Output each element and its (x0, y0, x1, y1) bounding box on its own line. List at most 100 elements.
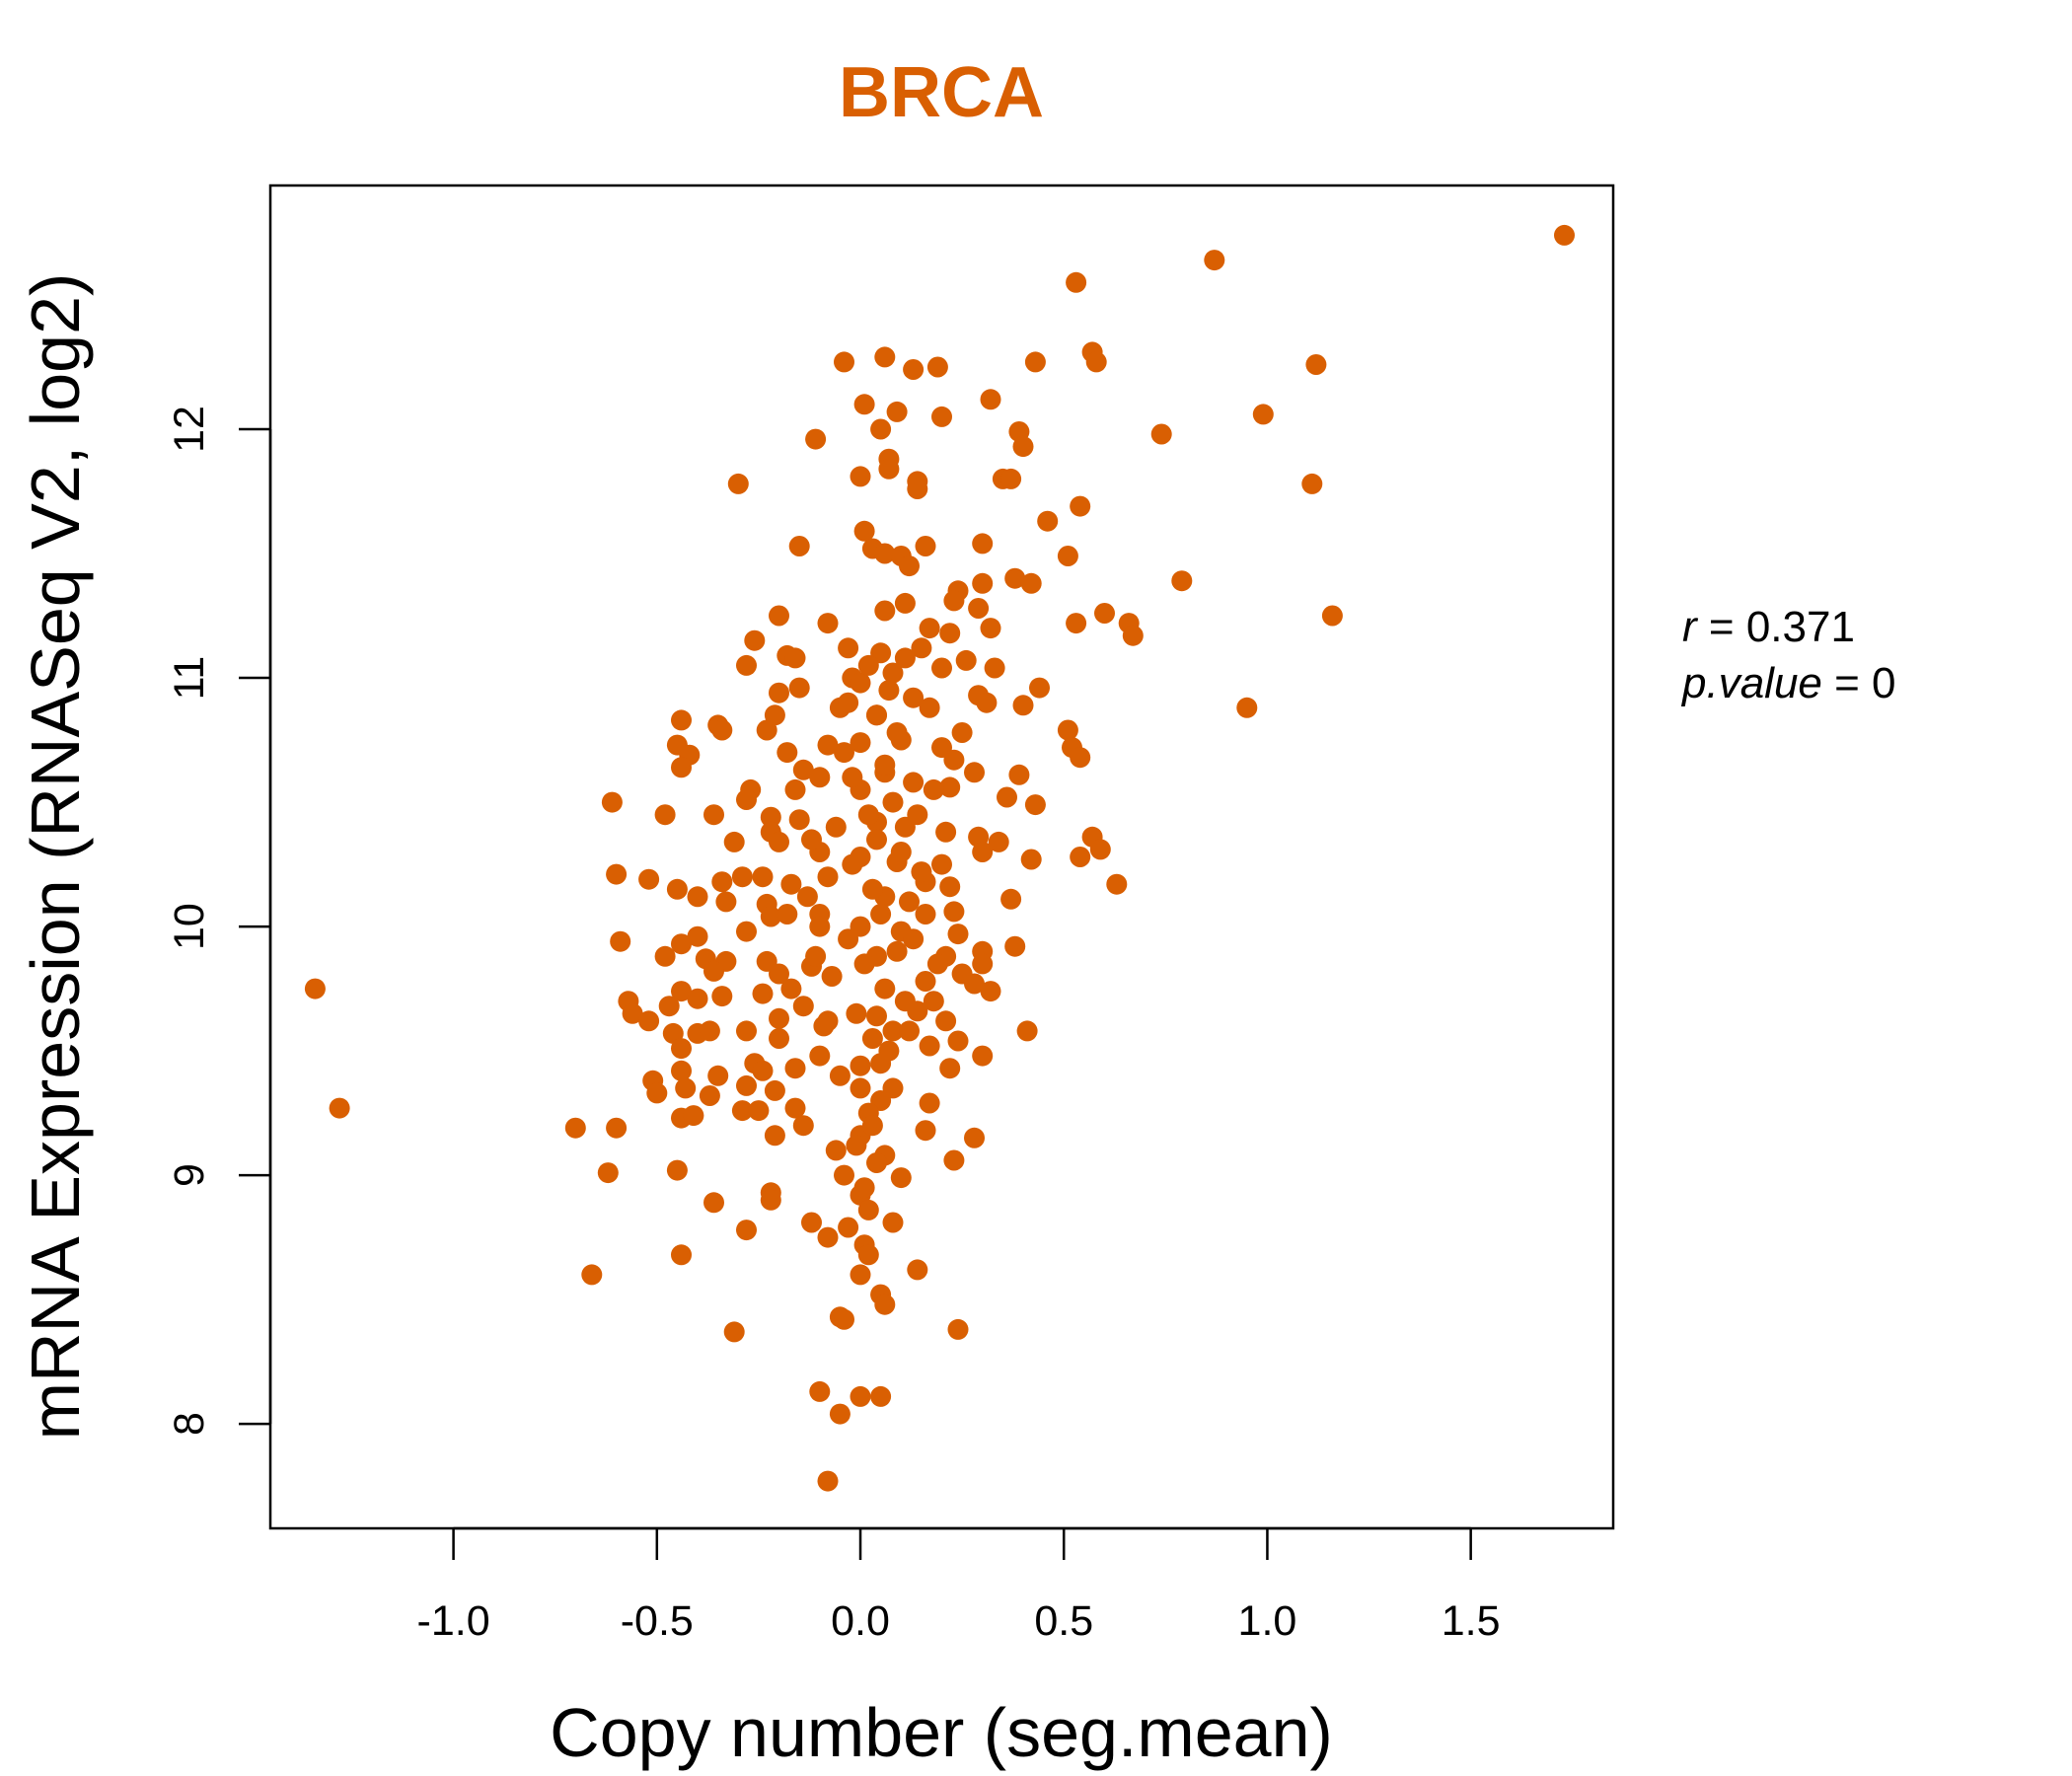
data-point-285 (886, 940, 908, 962)
data-point-25 (907, 479, 928, 499)
data-point-27 (1000, 468, 1022, 489)
x-tick-label-5: 1.5 (1442, 1597, 1501, 1645)
data-point-241 (838, 1217, 859, 1238)
data-point-156 (947, 924, 969, 945)
data-point-143 (1106, 873, 1128, 895)
data-point-212 (699, 1085, 720, 1106)
data-point-64 (939, 623, 961, 644)
data-point-231 (597, 1162, 619, 1184)
data-point-36 (915, 536, 936, 556)
data-point-23 (850, 466, 871, 487)
data-point-215 (784, 1097, 806, 1119)
y-axis-label: mRNA Expression (RNASeq V2, log2) (17, 273, 94, 1441)
data-point-169 (972, 953, 994, 975)
data-point-144 (666, 878, 688, 900)
points-layer (304, 224, 1575, 1492)
r-value: 0.371 (1746, 603, 1855, 651)
data-point-259 (829, 1403, 851, 1425)
r-symbol: r (1682, 603, 1699, 651)
data-point-261 (304, 978, 326, 999)
data-point-221 (606, 1117, 628, 1139)
data-point-105 (792, 759, 814, 780)
data-point-279 (882, 791, 904, 813)
data-point-207 (939, 1058, 961, 1079)
data-point-255 (723, 1321, 745, 1343)
data-point-187 (769, 1007, 789, 1029)
y-tick-label-1: 9 (166, 1163, 213, 1187)
data-point-113 (1024, 794, 1046, 816)
data-point-294 (907, 804, 928, 826)
data-point-268 (870, 904, 892, 925)
data-point-260 (817, 1470, 839, 1492)
x-axis: -1.0 -0.5 0.0 0.5 1.0 1.5 (417, 1526, 1501, 1645)
data-point-307 (931, 853, 952, 875)
data-point-168 (1004, 935, 1026, 957)
data-point-227 (825, 1140, 847, 1161)
data-point-283 (899, 891, 920, 913)
data-point-286 (821, 966, 843, 987)
data-point-137 (711, 871, 733, 893)
data-point-171 (769, 963, 789, 985)
data-point-297 (796, 886, 818, 908)
data-point-310 (780, 978, 802, 999)
data-point-13 (980, 389, 1001, 410)
data-point-67 (736, 654, 757, 676)
data-point-125 (769, 831, 789, 852)
data-point-43 (1171, 570, 1193, 592)
data-point-219 (683, 1105, 704, 1127)
data-point-90 (1057, 719, 1078, 741)
data-point-78 (976, 692, 998, 713)
data-point-225 (964, 1127, 985, 1148)
svg-text:r = 0.371: r = 0.371 (1682, 603, 1855, 651)
data-point-177 (687, 988, 708, 1009)
data-point-108 (903, 772, 925, 793)
data-point-69 (984, 657, 1005, 679)
data-point-53 (817, 613, 839, 634)
data-point-245 (671, 1244, 692, 1266)
data-point-47 (894, 592, 916, 614)
data-point-229 (943, 1149, 965, 1171)
data-point-114 (601, 791, 623, 813)
y-axis: 8 9 10 11 12 (166, 406, 272, 1436)
y-tick-label-0: 8 (166, 1412, 213, 1436)
data-point-4 (1085, 351, 1107, 373)
data-point-213 (731, 1100, 753, 1122)
data-point-281 (890, 842, 912, 862)
data-point-1 (1204, 250, 1225, 271)
data-point-59 (744, 629, 766, 651)
data-point-22 (878, 458, 900, 480)
data-point-129 (1070, 847, 1091, 867)
data-point-41 (1004, 567, 1026, 589)
data-point-159 (671, 933, 692, 955)
data-point-39 (899, 555, 920, 577)
svg-text:p.value = 0: p.value = 0 (1680, 659, 1896, 707)
data-point-311 (935, 1010, 957, 1032)
data-point-230 (666, 1159, 688, 1181)
data-point-126 (723, 831, 745, 852)
data-point-151 (915, 904, 936, 925)
data-point-128 (1089, 839, 1111, 860)
data-point-32 (853, 520, 875, 542)
x-tick-label-3: 0.5 (1034, 1597, 1093, 1645)
data-point-193 (769, 1028, 789, 1049)
data-point-88 (711, 719, 733, 741)
data-point-275 (850, 1077, 871, 1099)
chart-title: BRCA (839, 53, 1044, 132)
data-point-11 (1150, 423, 1172, 445)
data-point-209 (764, 1079, 785, 1101)
data-point-205 (784, 1058, 806, 1079)
data-point-60 (838, 637, 859, 659)
data-point-51 (1321, 605, 1343, 627)
data-point-273 (861, 1028, 883, 1049)
data-point-135 (606, 863, 628, 885)
data-point-251 (874, 1294, 896, 1315)
data-point-217 (919, 1092, 940, 1114)
data-point-146 (715, 891, 737, 913)
data-point-240 (882, 1212, 904, 1233)
data-point-38 (1057, 546, 1078, 566)
data-point-309 (926, 953, 948, 975)
data-point-8 (874, 346, 896, 368)
data-point-197 (919, 1035, 940, 1057)
data-point-160 (610, 930, 631, 952)
data-point-282 (817, 866, 839, 888)
